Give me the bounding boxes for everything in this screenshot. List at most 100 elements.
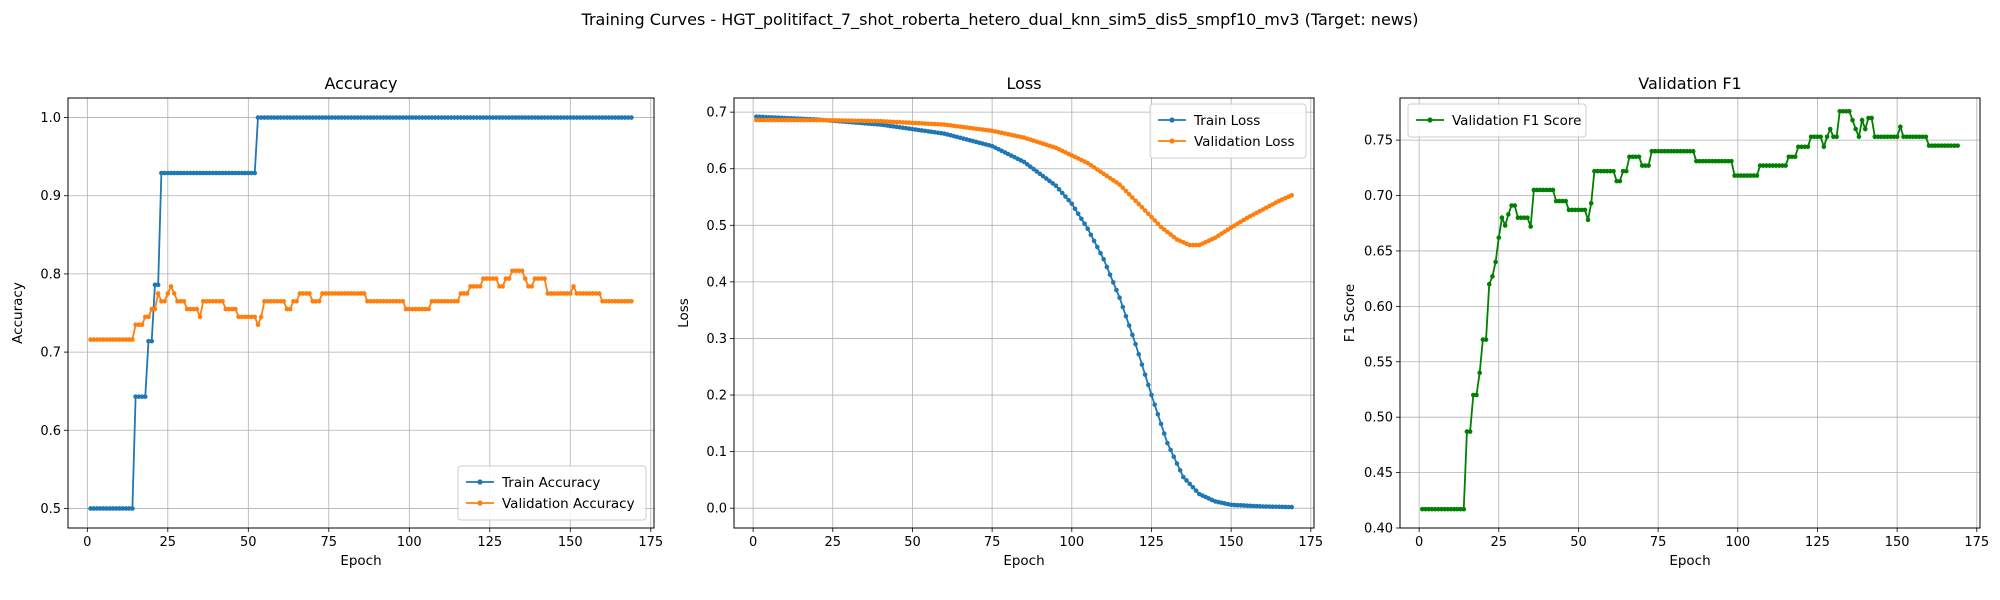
y-tick-label: 0.9	[40, 189, 61, 204]
data-point	[1034, 169, 1040, 174]
data-point	[513, 268, 518, 274]
data-point	[452, 115, 457, 120]
data-point	[1627, 154, 1632, 160]
data-point	[1885, 134, 1890, 140]
y-tick-label: 0.55	[1364, 355, 1393, 370]
data-point	[445, 115, 451, 120]
data-point	[400, 115, 406, 120]
data-point	[117, 337, 122, 342]
data-point	[1063, 194, 1068, 199]
data-point	[1082, 221, 1087, 227]
data-point	[493, 276, 499, 281]
data-point	[139, 322, 145, 328]
data-point	[1021, 159, 1027, 165]
data-point	[490, 115, 496, 120]
data-point	[830, 118, 836, 123]
data-point	[320, 291, 325, 296]
data-point	[1553, 198, 1559, 204]
data-point	[1445, 506, 1451, 512]
data-point	[184, 306, 190, 312]
data-point	[545, 115, 551, 120]
data-point	[1671, 148, 1677, 154]
data-point	[1662, 148, 1667, 154]
data-point	[875, 118, 880, 124]
data-point	[194, 306, 200, 312]
chart-title: Validation F1	[1638, 74, 1741, 93]
data-point	[1114, 287, 1119, 293]
data-point	[1521, 215, 1527, 220]
data-point	[1649, 148, 1655, 154]
data-point	[776, 117, 781, 123]
data-point	[175, 170, 180, 176]
data-point	[1882, 134, 1887, 140]
data-point	[313, 298, 319, 304]
data-point	[355, 115, 361, 120]
data-point	[1703, 158, 1709, 164]
y-tick-label: 0.4	[706, 275, 727, 290]
legend-swatch-marker	[477, 500, 483, 506]
data-point	[197, 314, 203, 320]
data-point	[207, 170, 212, 176]
data-point	[1435, 506, 1441, 512]
data-point	[1267, 504, 1272, 509]
data-point	[423, 115, 428, 120]
data-point	[500, 284, 505, 289]
data-point	[577, 291, 583, 296]
data-point	[233, 170, 238, 176]
data-point	[1847, 109, 1852, 114]
data-point	[1697, 158, 1702, 164]
data-point	[1831, 134, 1836, 140]
data-point	[323, 291, 328, 296]
data-point	[1843, 109, 1849, 114]
data-point	[149, 306, 155, 312]
data-point	[1439, 506, 1444, 512]
data-point	[1509, 203, 1514, 208]
data-point	[1674, 148, 1680, 154]
data-point	[477, 284, 483, 289]
data-point	[779, 117, 785, 123]
data-point	[236, 170, 241, 176]
data-point	[368, 298, 373, 304]
data-point	[471, 284, 476, 289]
data-point	[1776, 163, 1782, 168]
data-point	[1152, 218, 1157, 223]
data-point	[97, 337, 103, 342]
data-point	[226, 306, 232, 312]
data-point	[117, 506, 122, 511]
x-tick-label: 100	[397, 535, 422, 550]
data-point	[574, 291, 580, 296]
data-point	[1528, 224, 1533, 229]
data-point	[526, 115, 531, 120]
data-point	[471, 115, 476, 120]
data-point	[1544, 187, 1549, 193]
data-point	[1512, 203, 1518, 208]
x-tick-label: 100	[1725, 535, 1750, 550]
data-point	[326, 291, 332, 296]
data-point	[1149, 392, 1154, 398]
data-point	[1480, 337, 1486, 342]
data-point	[175, 298, 180, 304]
data-point	[1834, 134, 1839, 140]
data-point	[564, 115, 570, 120]
data-point	[1802, 144, 1808, 150]
y-tick-label: 0.75	[1364, 134, 1393, 149]
data-point	[1952, 143, 1957, 148]
x-tick-label: 125	[477, 535, 502, 550]
data-point	[1789, 154, 1795, 160]
data-point	[593, 115, 599, 120]
data-point	[204, 170, 209, 176]
data-point	[1155, 411, 1161, 417]
data-point	[329, 291, 335, 296]
data-point	[1623, 168, 1629, 174]
data-point	[1821, 144, 1827, 150]
data-point	[265, 115, 270, 120]
data-point	[1190, 484, 1196, 490]
data-point	[410, 115, 415, 120]
y-tick-label: 0.45	[1364, 466, 1393, 481]
data-point	[435, 115, 441, 120]
data-point	[1786, 154, 1792, 160]
data-point	[1799, 144, 1804, 150]
data-point	[490, 276, 496, 281]
data-point	[519, 268, 525, 274]
